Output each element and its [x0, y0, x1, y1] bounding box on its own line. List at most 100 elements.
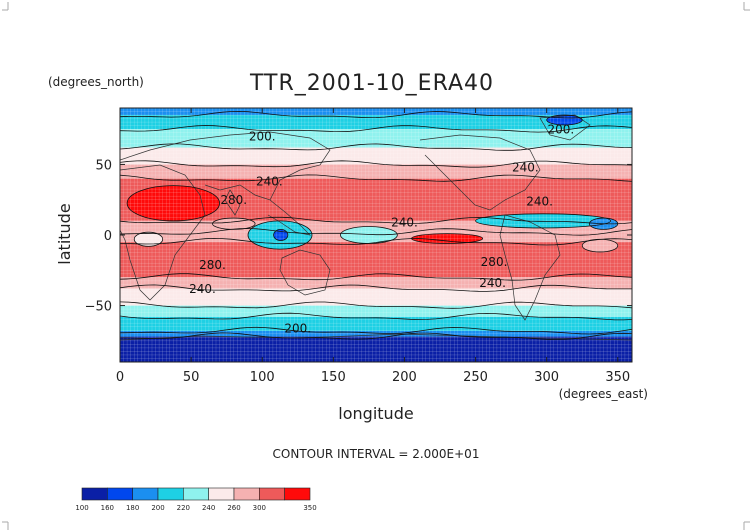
x-axis: 0 50 100 150 200 250 300 350: [116, 108, 630, 385]
contour-patch-7: [133, 231, 164, 247]
colorbar-label: 180: [126, 504, 139, 512]
contour-label: 200.: [548, 122, 575, 136]
contour-line-14: [120, 332, 632, 341]
ttr-patch-3: [340, 226, 398, 244]
x-tick-label: 100: [250, 370, 275, 385]
colorbar: 100 160 180 200 220 240 260 300 350: [75, 487, 317, 512]
contour-label: 200.: [284, 321, 311, 335]
map-plot-area: 200. 200. 240. 240. 240. 280. 240. 280. 280. 240.…: [119, 107, 633, 363]
contour-patch-9: [546, 114, 583, 126]
contour-label: 280.: [481, 255, 508, 269]
x-units-label: (degrees_east): [559, 387, 648, 401]
coast-india: [224, 189, 241, 216]
contour-line-4: [120, 160, 632, 168]
colorbar-swatch: [157, 487, 184, 501]
contour-label: 240.: [256, 175, 283, 189]
ttr-band-9: [120, 277, 632, 289]
contour-label: 240.: [526, 194, 553, 208]
colorbar-swatch: [233, 487, 260, 501]
contour-patch-10: [581, 238, 619, 253]
contour-interval-label: CONTOUR INTERVAL = 2.000E+01: [273, 447, 480, 461]
contour-lines: [120, 110, 632, 341]
contour-patch-4: [475, 213, 612, 229]
coast-south-america: [499, 214, 561, 321]
contour-line-2: [120, 125, 632, 133]
coast-europe-asia: [120, 131, 331, 201]
coast-australia: [279, 249, 331, 296]
contour-label: 200.: [249, 129, 276, 143]
colorbar-swatch: [107, 487, 133, 501]
ttr-band-0: [120, 108, 632, 116]
colorbar-label: 240: [202, 504, 215, 512]
colorbar-swatch: [132, 487, 159, 501]
ttr-band-3: [120, 147, 632, 165]
ttr-patch-4: [475, 213, 611, 228]
contour-label: 240.: [189, 282, 216, 296]
contour-patch-5: [588, 217, 619, 230]
ttr-band-1: [120, 115, 632, 130]
contour-line-6: [120, 216, 632, 225]
colorbar-swatch: [259, 487, 285, 501]
colorbar-label: 100: [75, 504, 88, 512]
colorbar-swatch: [208, 487, 235, 501]
y-axis-label: latitude: [55, 203, 74, 264]
coast-north-america: [419, 134, 541, 211]
colorbar-label: 350: [303, 504, 316, 512]
colorbar-label: 300: [253, 504, 266, 512]
x-tick-label: 50: [183, 370, 200, 385]
colorbar-swatch: [81, 487, 108, 501]
chart-title: TTR_2001-10_ERA40: [249, 71, 494, 96]
contour-line-1: [120, 110, 632, 119]
colorbar-swatch: [183, 487, 209, 501]
contour-line-9: [120, 273, 632, 281]
contour-patch-1: [247, 220, 313, 250]
x-axis-label: longitude: [338, 404, 413, 423]
contour-patch-3: [340, 226, 398, 244]
y-axis: 50 0 −50: [85, 158, 632, 315]
x-tick-label: 150: [321, 370, 346, 385]
contour-line-12: [120, 312, 632, 321]
contour-label: 280.: [220, 193, 247, 207]
ttr-band-10: [120, 288, 632, 306]
ttr-patch-0: [127, 185, 220, 221]
contour-patch-8: [212, 217, 256, 230]
contour-label: 240.: [391, 216, 418, 230]
ttr-patch-6: [411, 233, 483, 244]
x-tick-label: 250: [463, 370, 488, 385]
x-tick-label: 0: [116, 370, 124, 385]
ttr-band-8: [120, 242, 632, 278]
contour-line-10: [120, 284, 632, 292]
colorbar-label: 200: [151, 504, 164, 512]
x-tick-label: 300: [534, 370, 559, 385]
contour-line-8: [120, 237, 632, 246]
contour-line-5: [120, 174, 632, 182]
contour-patch-2: [273, 228, 289, 242]
contour-label: 240.: [479, 276, 506, 290]
colorbar-label: 260: [227, 504, 240, 512]
contour-label: 280.: [199, 258, 226, 272]
contour-patch-6: [411, 233, 484, 244]
ttr-patch-10: [582, 239, 618, 252]
coast-africa: [120, 164, 206, 301]
x-tick-label: 350: [605, 370, 630, 385]
colorbar-swatch: [284, 487, 311, 501]
contour-line-7: [120, 228, 632, 236]
x-tick-label: 200: [392, 370, 417, 385]
ttr-band-13: [120, 330, 632, 337]
y-tick-label: −50: [85, 300, 112, 315]
y-units-label: (degrees_north): [48, 75, 144, 89]
contour-line-11: [120, 301, 632, 309]
y-tick-label: 50: [95, 158, 112, 173]
coast-se-asia: [267, 199, 312, 236]
contour-patch-0: [126, 185, 220, 222]
colorbar-label: 160: [101, 504, 114, 512]
contour-line-13: [120, 326, 632, 335]
contour-line-3: [120, 143, 632, 151]
ttr-band-11: [120, 305, 632, 317]
y-tick-label: 0: [104, 229, 112, 244]
ttr-patch-7: [134, 232, 163, 247]
contour-label: 240.: [512, 161, 539, 175]
colorbar-label: 220: [177, 504, 190, 512]
